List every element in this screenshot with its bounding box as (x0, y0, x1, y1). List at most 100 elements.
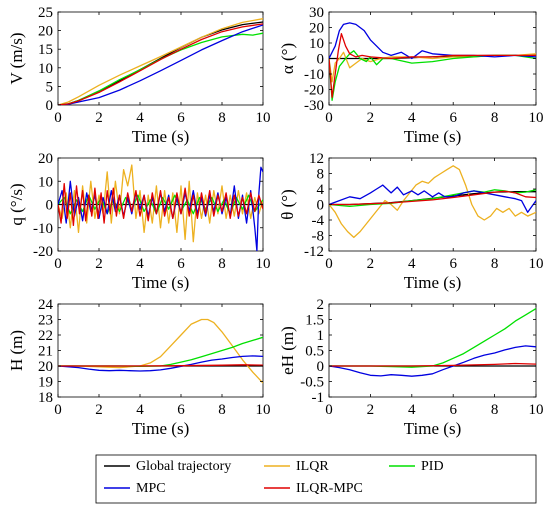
x-tick-label: 10 (529, 256, 544, 272)
legend-items: Global trajectory ILQR PID MPC ILQR-MPC (104, 459, 444, 496)
y-tick-label: 20 (38, 151, 53, 167)
y-tick-label: -10 (304, 67, 324, 83)
y-axis-label: eH (m) (278, 326, 297, 375)
y-tick-label: 19 (38, 375, 53, 391)
x-axis-label: Time (s) (132, 273, 189, 292)
x-tick-label: 2 (95, 110, 103, 126)
x-axis-label: Time (s) (404, 419, 461, 438)
y-tick-label: 25 (38, 5, 53, 21)
x-axis-label: Time (s) (132, 127, 189, 146)
y-tick-label: 1.5 (305, 313, 324, 329)
legend-label: PID (421, 459, 444, 474)
x-tick-label: 8 (218, 256, 226, 272)
y-tick-label: 8 (317, 167, 325, 183)
x-tick-label: 8 (491, 110, 499, 126)
series-group (58, 318, 263, 384)
y-tick-label: 0 (317, 198, 325, 214)
x-tick-label: 10 (529, 110, 544, 126)
x-tick-label: 4 (408, 256, 416, 272)
axes-box (57, 303, 264, 398)
y-tick-label: -1 (312, 390, 325, 406)
legend-item-ilqr: ILQR (264, 459, 329, 474)
x-tick-label: 4 (136, 110, 144, 126)
x-tick-label: 4 (136, 402, 144, 418)
x-tick-label: 2 (367, 256, 375, 272)
series-group (329, 308, 536, 377)
series-group (329, 165, 536, 239)
x-tick-label: 2 (367, 110, 375, 126)
y-axis-label: θ (°) (278, 189, 297, 220)
y-tick-label: 0 (317, 359, 325, 375)
series-line-ilqr (329, 165, 536, 239)
y-tick-label: -20 (304, 83, 324, 99)
y-tick-label: 20 (309, 21, 324, 37)
y-tick-label: -20 (33, 244, 53, 260)
y-tick-label: 21 (38, 344, 53, 360)
legend-label: MPC (136, 481, 166, 496)
series-line-ilqr_mpc (329, 362, 536, 367)
legend: Global trajectory ILQR PID MPC ILQR-MPC (95, 454, 537, 504)
legend-label: ILQR (296, 459, 329, 474)
y-tick-label: -0.5 (300, 375, 324, 391)
y-tick-label: -4 (312, 213, 325, 229)
x-tick-label: 0 (54, 256, 62, 272)
x-tick-label: 2 (95, 256, 103, 272)
series-group (58, 18, 263, 105)
y-tick-label: 30 (309, 5, 324, 21)
series-line-ilqr_mpc (329, 190, 536, 206)
x-tick-label: 8 (491, 256, 499, 272)
x-axis-label: Time (s) (404, 273, 461, 292)
y-tick-label: 10 (38, 174, 53, 190)
y-axis-label: α (°) (278, 43, 297, 74)
x-axis-label: Time (s) (404, 127, 461, 146)
legend-item-global: Global trajectory (104, 459, 231, 474)
x-tick-label: 2 (95, 402, 103, 418)
y-tick-label: -10 (33, 221, 53, 237)
x-tick-label: 6 (449, 110, 457, 126)
x-tick-label: 0 (54, 402, 62, 418)
series-line-pid (329, 50, 536, 101)
x-tick-label: 6 (177, 402, 185, 418)
series-group (329, 22, 536, 101)
y-tick-label: -8 (312, 229, 325, 245)
x-tick-label: 8 (218, 402, 226, 418)
y-tick-label: 4 (317, 182, 325, 198)
y-axis-label: q (°/s) (7, 183, 26, 225)
y-axis-label: V (m/s) (7, 32, 26, 84)
series-line-mpc (329, 345, 536, 377)
series-line-mpc (329, 184, 536, 213)
y-tick-label: 2 (317, 297, 325, 313)
x-tick-label: 10 (529, 402, 544, 418)
legend-item-ilqr_mpc: ILQR-MPC (264, 481, 363, 496)
y-tick-label: 24 (38, 297, 54, 313)
y-tick-label: 0 (46, 98, 54, 114)
subplot-q: 0 2 4 6 8 10 -20 -10 0 10 20 Time (s) q (°/s) (7, 151, 271, 292)
x-tick-label: 4 (408, 402, 416, 418)
series-line-ilqr_mpc (58, 23, 263, 105)
legend-box (95, 454, 537, 504)
x-tick-label: 6 (177, 110, 185, 126)
y-tick-label: 0 (46, 198, 54, 214)
y-tick-label: -30 (304, 98, 324, 114)
y-tick-label: 10 (309, 36, 324, 52)
x-tick-label: 6 (177, 256, 185, 272)
x-tick-label: 10 (256, 256, 271, 272)
series-line-ilqr_mpc (58, 182, 263, 227)
x-tick-label: 2 (367, 402, 375, 418)
x-tick-label: 0 (54, 110, 62, 126)
y-tick-label: 0.5 (305, 344, 324, 360)
y-tick-label: 10 (38, 61, 53, 77)
x-tick-label: 0 (325, 256, 333, 272)
x-tick-label: 0 (325, 110, 333, 126)
x-tick-label: 0 (325, 402, 333, 418)
series-line-pid (58, 194, 263, 215)
y-tick-label: -12 (304, 244, 324, 260)
x-tick-label: 4 (408, 110, 416, 126)
y-tick-label: 0 (317, 52, 325, 68)
x-tick-label: 6 (449, 402, 457, 418)
